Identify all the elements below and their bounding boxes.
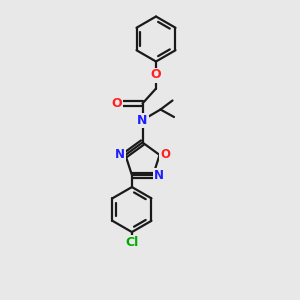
Text: O: O bbox=[112, 97, 122, 110]
Text: N: N bbox=[115, 148, 125, 161]
Text: Cl: Cl bbox=[125, 236, 139, 249]
Text: O: O bbox=[151, 68, 161, 82]
Text: N: N bbox=[137, 113, 148, 127]
Text: N: N bbox=[154, 169, 164, 182]
Text: O: O bbox=[160, 148, 170, 160]
